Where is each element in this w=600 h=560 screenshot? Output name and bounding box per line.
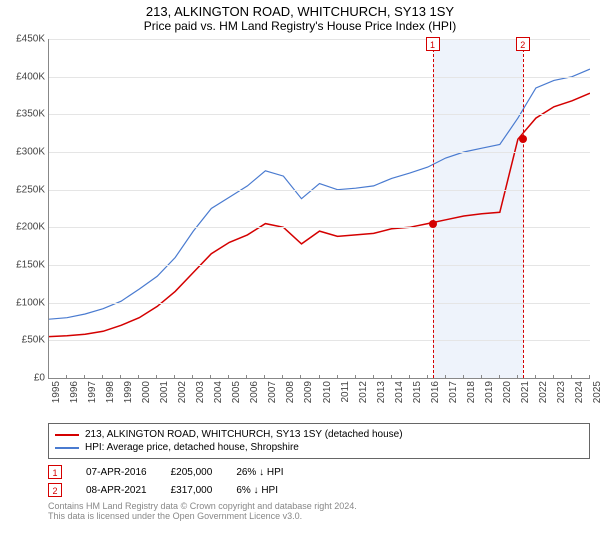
legend-row: HPI: Average price, detached house, Shro… <box>55 441 583 454</box>
event-delta: 26% ↓ HPI <box>236 467 283 478</box>
x-axis-label: 2010 <box>322 381 333 403</box>
x-axis-label: 1996 <box>69 381 80 403</box>
x-axis-label: 2025 <box>592 381 600 403</box>
x-axis-label: 2018 <box>466 381 477 403</box>
legend-label-hpi: HPI: Average price, detached house, Shro… <box>85 442 299 453</box>
x-axis-label: 2012 <box>358 381 369 403</box>
x-axis-label: 1999 <box>123 381 134 403</box>
x-axis-label: 2024 <box>574 381 585 403</box>
x-axis-label: 1998 <box>105 381 116 403</box>
x-axis-label: 2007 <box>267 381 278 403</box>
x-axis-label: 2013 <box>376 381 387 403</box>
y-axis-label: £300K <box>1 147 45 158</box>
x-axis-label: 1995 <box>51 381 62 403</box>
x-axis-label: 2011 <box>340 381 351 403</box>
y-axis-label: £0 <box>1 373 45 384</box>
event-row: 1 07-APR-2016 £205,000 26% ↓ HPI <box>48 463 590 481</box>
y-axis-label: £450K <box>1 34 45 45</box>
x-axis-label: 2006 <box>249 381 260 403</box>
chart-x-axis: 1995 1996 1997 1998 1999 2000 2001 2002 2003 2004… <box>48 379 590 419</box>
y-axis-label: £100K <box>1 297 45 308</box>
y-axis-label: £400K <box>1 71 45 82</box>
x-axis-label: 2005 <box>231 381 242 403</box>
x-axis-label: 2019 <box>484 381 495 403</box>
event-marker-1: 1 <box>48 465 62 479</box>
event-row: 2 08-APR-2021 £317,000 6% ↓ HPI <box>48 481 590 499</box>
legend-row: 213, ALKINGTON ROAD, WHITCHURCH, SY13 1S… <box>55 428 583 441</box>
event-marker-2: 2 <box>48 483 62 497</box>
chart-legend: 213, ALKINGTON ROAD, WHITCHURCH, SY13 1S… <box>48 423 590 459</box>
footer-line2: This data is licensed under the Open Gov… <box>48 511 590 521</box>
chart-event-marker: 1 <box>426 37 440 51</box>
x-axis-label: 2014 <box>394 381 405 403</box>
y-axis-label: £250K <box>1 184 45 195</box>
x-axis-label: 2001 <box>159 381 170 403</box>
footer-line1: Contains HM Land Registry data © Crown c… <box>48 501 590 511</box>
chart-event-marker: 2 <box>516 37 530 51</box>
event-date: 08-APR-2021 <box>86 485 147 496</box>
event-price: £205,000 <box>171 467 213 478</box>
x-axis-label: 2004 <box>213 381 224 403</box>
event-date: 07-APR-2016 <box>86 467 147 478</box>
event-price: £317,000 <box>171 485 213 496</box>
x-axis-label: 2021 <box>520 381 531 403</box>
footer-attribution: Contains HM Land Registry data © Crown c… <box>48 501 590 521</box>
legend-swatch-hpi <box>55 447 79 449</box>
y-axis-label: £200K <box>1 222 45 233</box>
chart-plot-area: £0£50K£100K£150K£200K£250K£300K£350K£400… <box>48 39 590 379</box>
x-axis-label: 2009 <box>303 381 314 403</box>
x-axis-label: 2020 <box>502 381 513 403</box>
x-axis-label: 2008 <box>285 381 296 403</box>
y-axis-label: £150K <box>1 260 45 271</box>
x-axis-label: 2016 <box>430 381 441 403</box>
event-delta: 6% ↓ HPI <box>236 485 278 496</box>
chart-lines-svg <box>49 39 590 378</box>
x-axis-label: 1997 <box>87 381 98 403</box>
x-axis-label: 2002 <box>177 381 188 403</box>
x-axis-label: 2003 <box>195 381 206 403</box>
x-axis-label: 2015 <box>412 381 423 403</box>
legend-label-property: 213, ALKINGTON ROAD, WHITCHURCH, SY13 1S… <box>85 429 403 440</box>
chart-title-address: 213, ALKINGTON ROAD, WHITCHURCH, SY13 1S… <box>0 0 600 19</box>
x-axis-label: 2022 <box>538 381 549 403</box>
y-axis-label: £350K <box>1 109 45 120</box>
x-axis-label: 2023 <box>556 381 567 403</box>
y-axis-label: £50K <box>1 335 45 346</box>
x-axis-label: 2000 <box>141 381 152 403</box>
event-table: 1 07-APR-2016 £205,000 26% ↓ HPI 2 08-AP… <box>48 463 590 499</box>
chart-title-sub: Price paid vs. HM Land Registry's House … <box>0 19 600 39</box>
x-axis-label: 2017 <box>448 381 459 403</box>
legend-swatch-property <box>55 434 79 436</box>
